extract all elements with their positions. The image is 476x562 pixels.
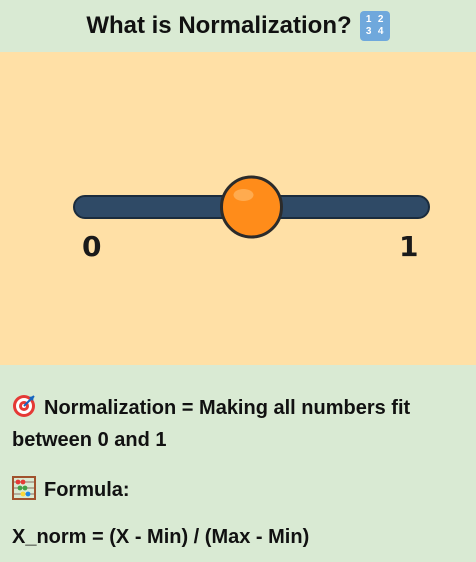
- formula-label: Formula:: [44, 479, 130, 501]
- info-section: Normalization = Making all numbers fit b…: [12, 392, 468, 550]
- formula-row: Formula:: [12, 476, 468, 502]
- slider-thumb-knob[interactable]: [220, 175, 283, 239]
- slider-min-label: 0: [82, 230, 102, 263]
- emoji-glyph: 2: [377, 14, 384, 25]
- emoji-glyph: 3: [365, 26, 372, 37]
- slider-thumb-highlight: [233, 189, 254, 201]
- emoji-glyph: 1: [365, 14, 372, 25]
- formula-equation: X_norm = (X - Min) / (Max - Min): [12, 526, 310, 548]
- emoji-glyph: 4: [377, 26, 384, 37]
- slider-graphic: [73, 175, 430, 239]
- definition-line: Normalization = Making all numbers fit b…: [12, 392, 468, 456]
- input-numbers-icon: 1 2 3 4: [359, 11, 390, 41]
- page-title: What is Normalization?: [86, 12, 352, 39]
- target-icon: [13, 395, 35, 417]
- slider-thumb[interactable]: [220, 175, 283, 239]
- definition-text: Normalization = Making all numbers fit b…: [12, 397, 411, 451]
- header: What is Normalization? 1 2 3 4: [0, 0, 476, 52]
- slider-panel: 0 1: [0, 52, 476, 365]
- abacus-icon: [12, 476, 36, 500]
- slider-max-label: 1: [399, 230, 419, 263]
